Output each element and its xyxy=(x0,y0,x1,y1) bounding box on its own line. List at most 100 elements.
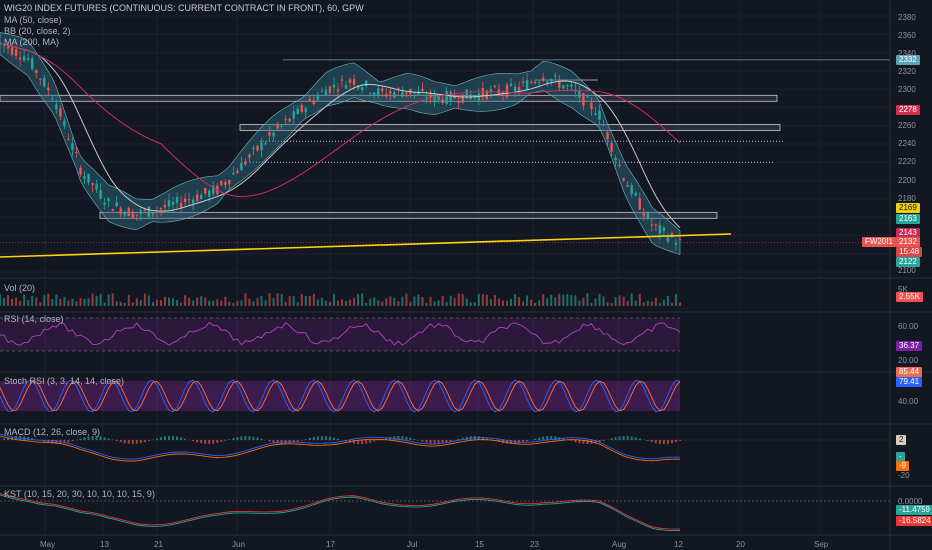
macd-axis-tick: -20 xyxy=(898,471,910,480)
candle-body xyxy=(320,90,324,92)
volume-bar xyxy=(67,300,70,306)
candle-body xyxy=(533,81,537,84)
candle-body xyxy=(457,101,460,103)
volume-bar xyxy=(361,293,364,306)
macd-hist-bar xyxy=(385,437,388,440)
volume-bar xyxy=(626,301,629,306)
level-zone xyxy=(99,211,718,219)
candle-body xyxy=(288,118,291,122)
candle-body xyxy=(220,180,223,186)
macd-hist-bar xyxy=(91,436,94,440)
volume-bar xyxy=(248,298,251,306)
candle-body xyxy=(67,138,70,140)
candle-body xyxy=(256,145,259,151)
volume-bar xyxy=(264,300,267,306)
volume-bar xyxy=(679,302,681,306)
macd-hist-bar xyxy=(510,440,513,444)
macd-hist-bar xyxy=(638,438,641,440)
macd-hist-bar xyxy=(586,440,589,444)
volume-bar xyxy=(638,293,641,306)
price-tag-2169: 2169 xyxy=(896,203,920,213)
candle-body xyxy=(650,224,654,226)
macd-hist-bar xyxy=(373,440,376,442)
volume-bar xyxy=(268,293,271,306)
candle-body xyxy=(39,78,42,80)
volume-bar xyxy=(316,299,319,306)
ma200-label[interactable]: MA (200, MA) xyxy=(4,37,60,47)
stoch-label[interactable]: Stoch RSI (3, 3, 14, 14, close) xyxy=(4,376,125,386)
candle-body xyxy=(87,173,90,183)
kst-signal-line xyxy=(0,494,681,532)
candle-body xyxy=(541,77,545,81)
volume-bar xyxy=(477,293,480,306)
macd-hist-bar xyxy=(43,440,46,443)
candle-body xyxy=(6,46,10,49)
macd-hist-bar xyxy=(208,440,211,444)
candle-body xyxy=(175,197,179,203)
macd-hist-bar xyxy=(336,438,339,440)
candle-body xyxy=(312,100,316,105)
vol-label[interactable]: Vol (20) xyxy=(4,283,36,293)
candle-body xyxy=(658,225,662,234)
trendline xyxy=(0,233,732,258)
volume-bar xyxy=(345,301,348,306)
volume-bar xyxy=(602,296,605,306)
volume-bar xyxy=(574,295,577,306)
candle-body xyxy=(280,125,283,127)
volume-bar xyxy=(646,300,649,306)
volume-bar xyxy=(590,302,593,306)
macd-hist-bar xyxy=(421,440,424,442)
candle-body xyxy=(562,85,565,89)
candle-body xyxy=(421,88,424,92)
volume-bar xyxy=(449,295,452,306)
macd-hist-bar xyxy=(260,438,263,440)
macd-hist-bar xyxy=(405,436,408,440)
candle-body xyxy=(485,90,489,100)
volume-bar xyxy=(55,294,58,306)
candle-body xyxy=(232,173,235,175)
candle-body xyxy=(35,70,38,73)
macd-hist-bar xyxy=(155,438,158,440)
macd-tag-macd: - xyxy=(896,452,905,462)
macd-hist-bar xyxy=(622,436,625,440)
volume-bar xyxy=(224,296,227,306)
macd-hist-bar xyxy=(63,440,66,444)
volume-bar xyxy=(208,300,211,306)
candle-body xyxy=(228,180,231,184)
macd-label[interactable]: MACD (12, 26, close, 9) xyxy=(4,427,101,437)
price-tag-2278: 2278 xyxy=(896,105,920,115)
candle-body xyxy=(352,79,356,85)
candle-body xyxy=(224,182,227,186)
volume-bar xyxy=(35,297,38,306)
candle-body xyxy=(582,93,585,106)
kst-label[interactable]: KST (10, 15, 20, 30, 10, 10, 10, 15, 9) xyxy=(4,489,155,499)
volume-bar xyxy=(3,297,6,306)
price-tick: 2100 xyxy=(898,266,916,275)
rsi-label[interactable]: RSI (14, close) xyxy=(4,314,64,324)
volume-bar xyxy=(99,293,102,306)
candle-body xyxy=(505,84,509,97)
volume-bar xyxy=(558,293,561,306)
macd-hist-bar xyxy=(332,437,335,440)
macd-hist-bar xyxy=(646,440,649,442)
candle-body xyxy=(393,92,396,98)
volume-bar xyxy=(526,295,529,306)
candle-body xyxy=(373,92,376,96)
candle-body xyxy=(381,88,384,92)
macd-hist-bar xyxy=(618,436,621,440)
volume-bar xyxy=(622,296,625,306)
volume-bar xyxy=(473,301,476,306)
x-tick: 20 xyxy=(736,540,745,549)
ma50-label[interactable]: MA (50, close) xyxy=(4,15,62,25)
bb-label[interactable]: BB (20, close, 2) xyxy=(4,26,71,36)
candle-body xyxy=(525,80,529,90)
volume-bar xyxy=(91,293,94,306)
candle-body xyxy=(614,157,617,161)
candle-body xyxy=(465,89,468,99)
volume-bar xyxy=(670,302,673,306)
candle-body xyxy=(252,147,255,149)
rsi-axis-tick: 60.00 xyxy=(898,322,919,331)
macd-hist-bar xyxy=(324,436,327,440)
candle-body xyxy=(509,83,513,86)
macd-hist-bar xyxy=(300,440,303,441)
